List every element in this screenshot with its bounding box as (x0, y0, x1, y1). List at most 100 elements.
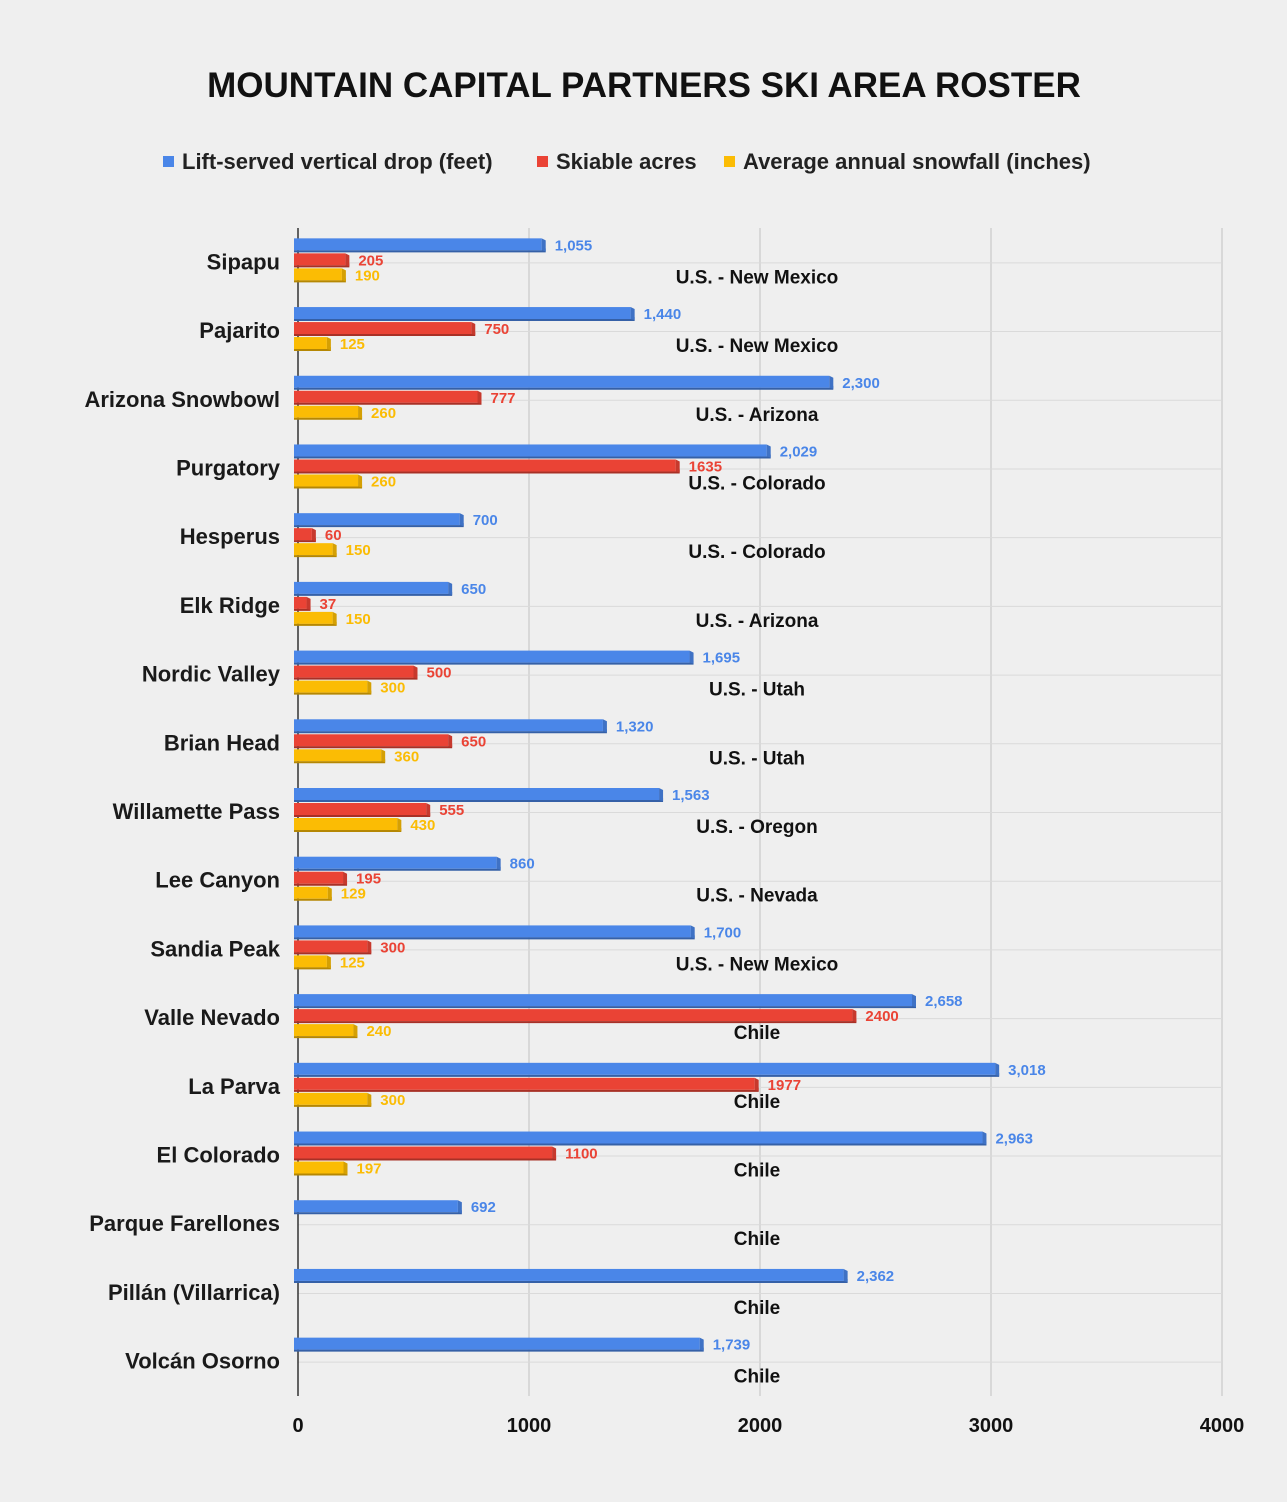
bar-face (294, 596, 307, 609)
bar-face (294, 1062, 996, 1075)
bar (294, 665, 418, 680)
bar-shade (294, 347, 331, 352)
bar-shade (294, 469, 680, 474)
category-label: Sipapu (207, 249, 280, 274)
data-label: 2,362 (857, 1268, 895, 1285)
bar (294, 405, 363, 420)
bar (294, 680, 372, 695)
data-label: 750 (484, 321, 509, 338)
bar-shade (294, 248, 546, 253)
bar-shade (294, 1156, 557, 1161)
bar-side (353, 1024, 358, 1038)
bar-shade (294, 675, 418, 680)
bar (294, 994, 916, 1009)
bar-shade (294, 591, 453, 596)
bar (294, 375, 834, 390)
bar-shade (294, 523, 464, 528)
data-label: 860 (510, 856, 535, 873)
bar-side (675, 459, 680, 473)
bar-side (541, 238, 546, 252)
bar-face (294, 307, 631, 320)
bar (294, 1268, 848, 1283)
bar-side (367, 680, 372, 694)
bar-face (294, 650, 690, 663)
bars (294, 238, 1000, 1352)
bar (294, 596, 311, 611)
bar-face (294, 581, 449, 594)
category-label: Pillán (Villarrica) (108, 1280, 280, 1305)
bar-side (332, 543, 337, 557)
bar-face (294, 611, 333, 624)
category-label: Volcán Osorno (125, 1349, 280, 1374)
bar-side (358, 474, 363, 488)
bar-shade (294, 553, 337, 558)
bar-face (294, 940, 368, 953)
bar (294, 444, 771, 459)
bar-shade (294, 317, 635, 322)
bar-shade (294, 621, 337, 626)
bar-shade (294, 606, 311, 611)
bar-face (294, 886, 328, 899)
bar (294, 390, 482, 405)
data-label: 197 (357, 1161, 382, 1178)
legend-swatch (724, 156, 735, 167)
data-label: 125 (340, 954, 365, 971)
bar-side (552, 1146, 557, 1160)
bar-side (311, 528, 316, 542)
x-tick-label: 1000 (507, 1415, 552, 1437)
bar-side (413, 665, 418, 679)
bar (294, 1146, 557, 1161)
bar-face (294, 528, 312, 541)
bar-face (294, 955, 327, 968)
x-tick-label: 2000 (738, 1415, 783, 1437)
bar-face (294, 994, 912, 1007)
bar-side (459, 513, 464, 527)
bar (294, 803, 431, 817)
bar (294, 1161, 348, 1176)
bar (294, 818, 402, 832)
bar-shade (294, 415, 363, 420)
bar-shade (294, 660, 694, 665)
bar (294, 1092, 372, 1107)
bar-shade (294, 1087, 759, 1092)
bar-shade (294, 538, 316, 543)
bar-shade (294, 400, 482, 405)
chart-title: MOUNTAIN CAPITAL PARTNERS SKI AREA ROSTE… (207, 66, 1081, 105)
bar (294, 1077, 759, 1092)
bar-side (689, 650, 694, 664)
bar-side (367, 1092, 372, 1106)
bar (294, 307, 635, 322)
x-tick-label: 4000 (1200, 1415, 1245, 1437)
category-label: Sandia Peak (150, 936, 280, 961)
data-label: 650 (461, 733, 486, 750)
bar-side (843, 1268, 848, 1282)
data-label: 650 (461, 581, 486, 598)
data-label: 195 (356, 871, 381, 888)
bar (294, 871, 348, 886)
bar-shade (294, 278, 346, 283)
region-label: Chile (734, 1023, 780, 1044)
category-label: Parque Farellones (89, 1211, 280, 1236)
bar (294, 611, 337, 626)
bar-shade (294, 798, 664, 802)
category-label: Elk Ridge (180, 593, 280, 618)
data-label: 190 (355, 267, 380, 284)
bar-side (699, 1337, 704, 1351)
bar-side (630, 307, 635, 321)
data-label: 1,700 (704, 924, 742, 941)
data-label: 150 (346, 611, 371, 628)
category-label: Purgatory (176, 455, 281, 480)
bar (294, 543, 337, 558)
region-label: Chile (734, 1092, 780, 1113)
bar-shade (294, 1210, 462, 1215)
bar-side (343, 871, 348, 885)
bar-side (457, 1200, 462, 1214)
data-label: 205 (358, 252, 383, 269)
category-label: Arizona Snowbowl (84, 387, 280, 412)
bar-face (294, 268, 342, 281)
region-label: U.S. - New Mexico (676, 954, 839, 975)
data-label: 1,739 (713, 1337, 751, 1354)
bar-side (381, 749, 386, 763)
bar-side (829, 375, 834, 389)
bar-face (294, 405, 359, 418)
